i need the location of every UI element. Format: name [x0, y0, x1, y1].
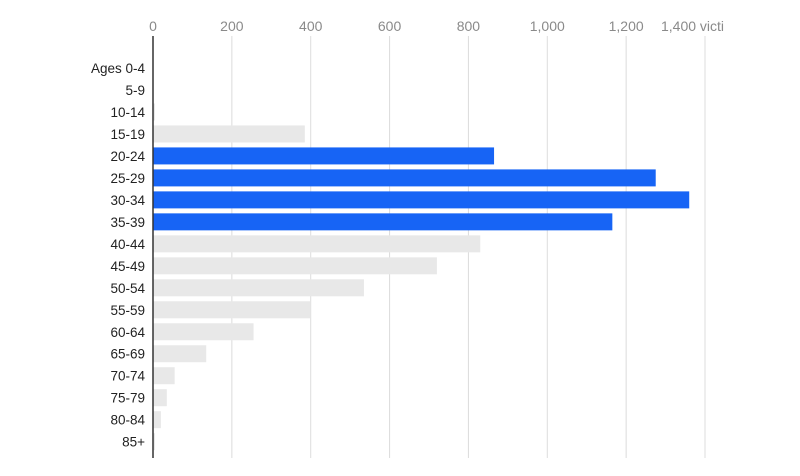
category-labels: Ages 0-4 5-9 10-14 15-19 20-24 25-29 30-34 35-3… — [91, 61, 146, 450]
x-tick-label-0: 0 — [149, 18, 157, 34]
category-label-20-24: 20-24 — [110, 149, 145, 164]
x-tick-label-1000: 1,000 — [530, 18, 565, 34]
bars — [153, 103, 690, 451]
bar-15-19 — [153, 125, 305, 143]
category-label-10-14: 10-14 — [110, 105, 145, 120]
category-label-65-69: 65-69 — [110, 347, 145, 362]
x-tick-label-800: 800 — [457, 18, 481, 34]
x-axis-ticks: 0 200 400 600 800 1,000 1,200 1,400 victi — [149, 18, 724, 34]
category-label-80-84: 80-84 — [110, 413, 145, 428]
bar-30-34 — [153, 191, 690, 209]
category-label-45-49: 45-49 — [110, 259, 145, 274]
category-label-70-74: 70-74 — [110, 369, 145, 384]
category-label-75-79: 75-79 — [110, 391, 145, 406]
bar-80-84 — [153, 411, 161, 429]
x-tick-label-600: 600 — [378, 18, 402, 34]
category-label-85+: 85+ — [122, 435, 145, 450]
bar-70-74 — [153, 367, 175, 385]
bar-65-69 — [153, 345, 207, 363]
bar-20-24 — [153, 147, 495, 165]
category-label-15-19: 15-19 — [110, 127, 145, 142]
category-label-30-34: 30-34 — [110, 193, 145, 208]
bar-85+ — [153, 433, 155, 451]
bar-60-64 — [153, 323, 254, 341]
bar-50-54 — [153, 279, 364, 297]
bar-45-49 — [153, 257, 437, 275]
category-label-25-29: 25-29 — [110, 171, 145, 186]
category-label-35-39: 35-39 — [110, 215, 145, 230]
bar-75-79 — [153, 389, 167, 407]
bar-40-44 — [153, 235, 481, 253]
bar-55-59 — [153, 301, 311, 319]
bar-10-14 — [153, 103, 155, 121]
category-label-55-59: 55-59 — [110, 303, 145, 318]
category-label-50-54: 50-54 — [110, 281, 145, 296]
x-tick-label-1200: 1,200 — [609, 18, 644, 34]
x-tick-label-1400: 1,400 victi — [661, 18, 724, 34]
category-label-5-9: 5-9 — [125, 83, 145, 98]
x-tick-label-400: 400 — [299, 18, 323, 34]
category-label-40-44: 40-44 — [110, 237, 145, 252]
category-label-ages-0-4: Ages 0-4 — [91, 61, 146, 76]
x-tick-label-200: 200 — [220, 18, 244, 34]
bar-35-39 — [153, 213, 613, 231]
category-label-60-64: 60-64 — [110, 325, 145, 340]
bar-25-29 — [153, 169, 656, 187]
